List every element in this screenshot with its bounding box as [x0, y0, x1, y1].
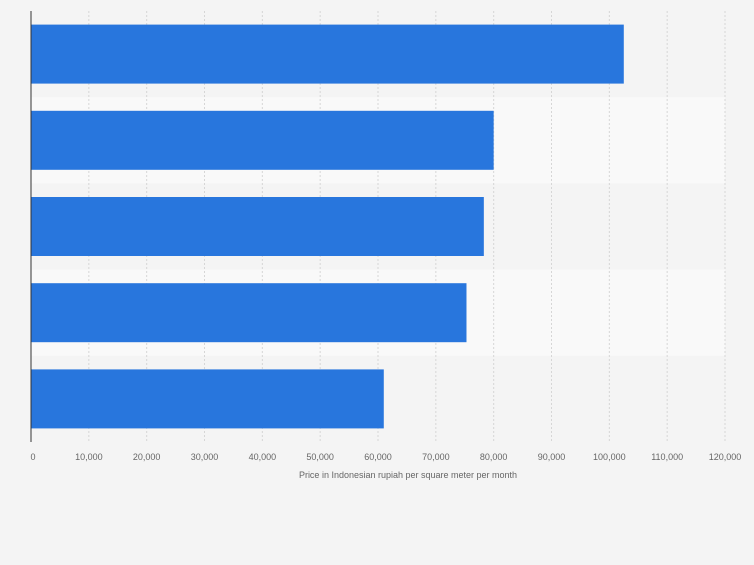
x-tick-label: 120,000 [709, 452, 742, 462]
x-tick-label: 90,000 [538, 452, 566, 462]
x-axis-title: Price in Indonesian rupiah per square me… [299, 470, 517, 480]
bar[interactable] [31, 197, 484, 256]
x-axis-ticks: 0 10,000 20,000 30,000 40,000 50,000 60,000 70,… [30, 452, 741, 462]
x-tick-label: 0 [30, 452, 35, 462]
bars [31, 24, 624, 429]
x-tick-label: 80,000 [480, 452, 508, 462]
x-tick-label: 50,000 [306, 452, 334, 462]
bar[interactable] [31, 24, 624, 84]
bar[interactable] [31, 369, 384, 429]
x-tick-label: 110,000 [651, 452, 683, 462]
bar[interactable] [31, 110, 494, 170]
x-tick-label: 40,000 [249, 452, 277, 462]
bar[interactable] [31, 283, 467, 343]
x-tick-label: 100,000 [593, 452, 626, 462]
x-tick-label: 20,000 [133, 452, 161, 462]
x-tick-label: 60,000 [364, 452, 392, 462]
x-tick-label: 30,000 [191, 452, 219, 462]
x-tick-label: 70,000 [422, 452, 450, 462]
x-tick-label: 10,000 [75, 452, 103, 462]
